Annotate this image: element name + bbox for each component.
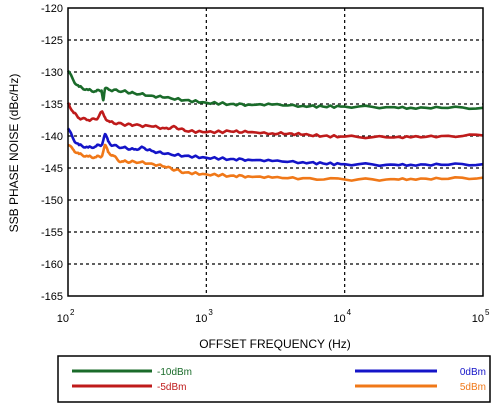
legend-item: -10dBm bbox=[72, 367, 192, 378]
series-line-0dBm bbox=[66, 127, 484, 168]
series-lines bbox=[66, 69, 484, 182]
legend-label: -5dBm bbox=[157, 382, 186, 393]
legend-label: 5dBm bbox=[460, 382, 486, 393]
y-tick-label: -140 bbox=[41, 131, 63, 143]
series-line-5dBm bbox=[67, 143, 484, 182]
y-tick-label: -120 bbox=[41, 3, 63, 15]
x-tick-label: 102 bbox=[57, 308, 75, 325]
x-tick-label: 104 bbox=[333, 308, 351, 325]
legend-label: 0dBm bbox=[460, 367, 486, 378]
legend-item: 5dBm bbox=[355, 382, 486, 393]
y-tick-label: -125 bbox=[41, 35, 63, 47]
grid bbox=[68, 8, 483, 296]
legend-label: -10dBm bbox=[157, 367, 192, 378]
x-tick-base: 10 bbox=[195, 313, 207, 325]
y-tick-label: -150 bbox=[41, 195, 63, 207]
x-tick-label: 103 bbox=[195, 308, 213, 325]
x-tick-base: 10 bbox=[472, 313, 484, 325]
legend-item: 0dBm bbox=[355, 367, 486, 378]
plot-frame bbox=[67, 7, 484, 297]
x-tick-base: 10 bbox=[57, 313, 69, 325]
y-tick-label: -130 bbox=[41, 67, 63, 79]
legend-item: -5dBm bbox=[72, 382, 186, 393]
legend-box bbox=[57, 355, 491, 403]
x-tick-exponent: 3 bbox=[208, 308, 213, 317]
x-tick-exponent: 2 bbox=[70, 308, 75, 317]
x-tick-label: 105 bbox=[472, 308, 490, 325]
y-tick-label: -155 bbox=[41, 227, 63, 239]
y-tick-label: -145 bbox=[41, 163, 63, 175]
x-tick-base: 10 bbox=[333, 313, 345, 325]
series-line-5dBm bbox=[66, 102, 484, 140]
x-axis-label: OFFSET FREQUENCY (Hz) bbox=[199, 337, 351, 351]
y-tick-label: -165 bbox=[41, 291, 63, 303]
y-tick-labels: -120 -125 -130 -135 -140 -145 -150 -155 -160 -165 bbox=[41, 3, 63, 303]
y-tick-label: -160 bbox=[41, 259, 63, 271]
y-axis-label: SSB PHASE NOISE (dBc/Hz) bbox=[7, 74, 21, 233]
x-tick-exponent: 5 bbox=[485, 308, 490, 317]
x-tick-exponent: 4 bbox=[347, 308, 352, 317]
legend: -10dBm -5dBm 0dBm 5dBm bbox=[57, 355, 491, 403]
y-tick-label: -135 bbox=[41, 99, 63, 111]
series-line-10dBm bbox=[66, 69, 484, 111]
